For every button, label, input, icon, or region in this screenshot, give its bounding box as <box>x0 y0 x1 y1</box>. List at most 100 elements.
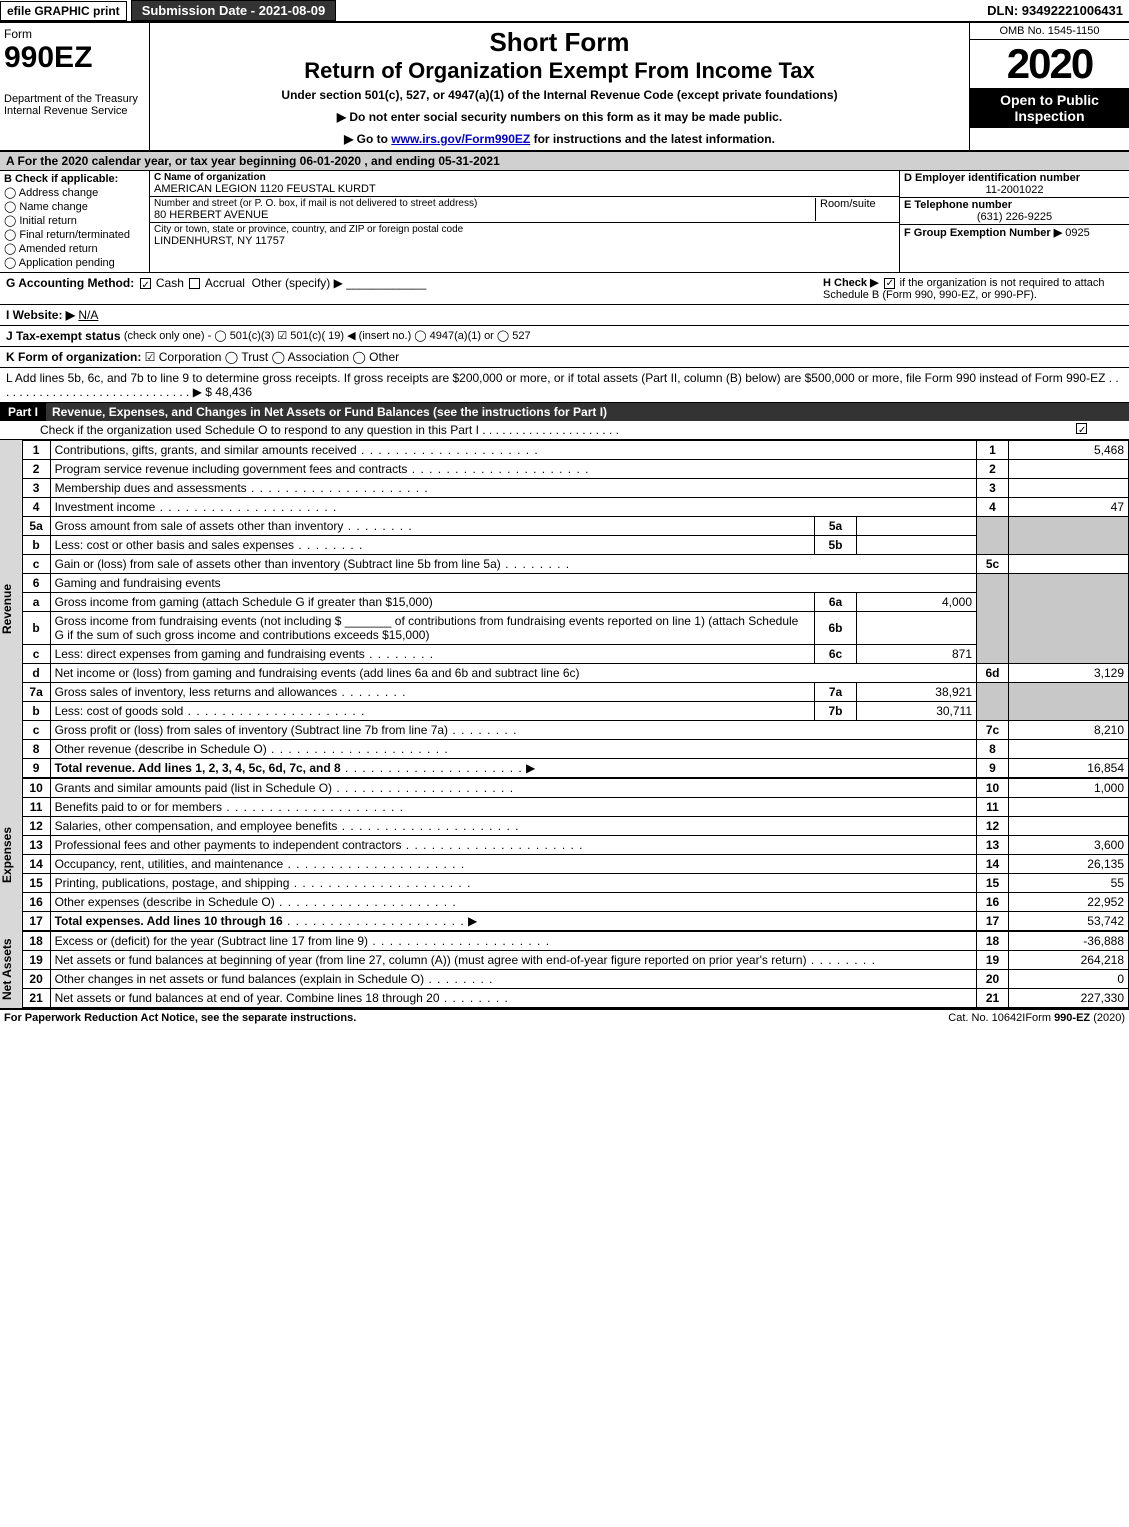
l19-val: 264,218 <box>1009 951 1129 970</box>
h-check: H Check ▶ if the organization is not req… <box>823 276 1123 301</box>
l7b-sub: 7b <box>815 702 857 721</box>
l1-val: 5,468 <box>1009 441 1129 460</box>
line-14: 14Occupancy, rent, utilities, and mainte… <box>22 855 1128 874</box>
cb-h[interactable] <box>884 278 895 289</box>
part1-label: Part I <box>0 403 46 421</box>
part1-check-row: Check if the organization used Schedule … <box>0 421 1129 440</box>
row-g-h: G Accounting Method: Cash Accrual Other … <box>0 273 1129 305</box>
netassets-table: 18Excess or (deficit) for the year (Subt… <box>22 931 1129 1008</box>
e-cell: E Telephone number (631) 226-9225 <box>900 198 1129 225</box>
l17-val: 53,742 <box>1009 912 1129 931</box>
l6a-subval: 4,000 <box>857 593 977 612</box>
c-name-row: C Name of organization AMERICAN LEGION 1… <box>150 171 899 197</box>
footer: For Paperwork Reduction Act Notice, see … <box>0 1008 1129 1026</box>
k-text: ☑ Corporation ◯ Trust ◯ Association ◯ Ot… <box>145 350 399 364</box>
cb-final-return[interactable]: ◯ Final return/terminated <box>4 228 145 241</box>
l5b-sub: 5b <box>815 536 857 555</box>
l14-desc: Occupancy, rent, utilities, and maintena… <box>55 857 284 871</box>
l9-ref: 9 <box>977 759 1009 778</box>
cb-accrual[interactable] <box>189 278 200 289</box>
l6a-desc: Gross income from gaming (attach Schedul… <box>50 593 814 612</box>
submission-date-button[interactable]: Submission Date - 2021-08-09 <box>131 0 337 21</box>
l4-desc: Investment income <box>55 500 156 514</box>
room-label: Room/suite <box>815 198 895 221</box>
l18-ref: 18 <box>977 932 1009 951</box>
l7b-num: b <box>22 702 50 721</box>
line-11: 11Benefits paid to or for members11 <box>22 798 1128 817</box>
part1-check-text: Check if the organization used Schedule … <box>40 423 1074 437</box>
line-19: 19Net assets or fund balances at beginni… <box>22 951 1128 970</box>
l8-val <box>1009 740 1129 759</box>
l6a-sub: 6a <box>815 593 857 612</box>
cb-cash[interactable] <box>140 278 151 289</box>
l16-val: 22,952 <box>1009 893 1129 912</box>
expenses-section: Expenses 10Grants and similar amounts pa… <box>0 778 1129 931</box>
line-6: 6Gaming and fundraising events <box>22 574 1128 593</box>
l12-ref: 12 <box>977 817 1009 836</box>
l5b-subval <box>857 536 977 555</box>
part1-header: Part I Revenue, Expenses, and Changes in… <box>0 403 1129 421</box>
l6d-num: d <box>22 664 50 683</box>
irs-link[interactable]: www.irs.gov/Form990EZ <box>391 132 530 146</box>
revenue-side-label: Revenue <box>0 440 22 778</box>
line-5a: 5aGross amount from sale of assets other… <box>22 517 1128 536</box>
l1-desc: Contributions, gifts, grants, and simila… <box>55 443 357 457</box>
l10-num: 10 <box>22 779 50 798</box>
b-title: B Check if applicable: <box>4 173 145 185</box>
goto-pre: ▶ Go to <box>344 132 391 146</box>
line-20: 20Other changes in net assets or fund ba… <box>22 970 1128 989</box>
l6b-subval <box>857 612 977 645</box>
d-label: D Employer identification number <box>904 172 1125 184</box>
efile-print-button[interactable]: efile GRAPHIC print <box>0 1 127 21</box>
l-text: L Add lines 5b, 6c, and 7b to line 9 to … <box>6 371 1119 399</box>
l6c-num: c <box>22 645 50 664</box>
l-val: 48,436 <box>215 385 252 399</box>
l9-num: 9 <box>22 759 50 778</box>
addr-label: Number and street (or P. O. box, if mail… <box>154 198 815 209</box>
l7c-val: 8,210 <box>1009 721 1129 740</box>
l9-desc: Total revenue. Add lines 1, 2, 3, 4, 5c,… <box>55 761 341 775</box>
footer-right: Form 990-EZ (2020) <box>1025 1012 1125 1024</box>
l11-num: 11 <box>22 798 50 817</box>
l5a-num: 5a <box>22 517 50 536</box>
l7b-subval: 30,711 <box>857 702 977 721</box>
l6b-desc1: Gross income from fundraising events (no… <box>55 614 342 628</box>
l4-val: 47 <box>1009 498 1129 517</box>
line-4: 4Investment income447 <box>22 498 1128 517</box>
l19-desc: Net assets or fund balances at beginning… <box>55 953 807 967</box>
line-8: 8Other revenue (describe in Schedule O)8 <box>22 740 1128 759</box>
l17-ref: 17 <box>977 912 1009 931</box>
l20-val: 0 <box>1009 970 1129 989</box>
cb-initial-return[interactable]: ◯ Initial return <box>4 214 145 227</box>
line-13: 13Professional fees and other payments t… <box>22 836 1128 855</box>
l3-val <box>1009 479 1129 498</box>
l6b-sub: 6b <box>815 612 857 645</box>
cb-part1-scho[interactable] <box>1076 423 1087 434</box>
block-b-right: D Employer identification number 11-2001… <box>899 171 1129 272</box>
h-label: H Check ▶ <box>823 277 879 289</box>
cb-address-change[interactable]: ◯ Address change <box>4 186 145 199</box>
l21-num: 21 <box>22 989 50 1008</box>
form-header: Form 990EZ Department of the Treasury In… <box>0 23 1129 152</box>
l13-ref: 13 <box>977 836 1009 855</box>
l7a-desc: Gross sales of inventory, less returns a… <box>55 685 338 699</box>
l2-val <box>1009 460 1129 479</box>
dept-treasury: Department of the Treasury <box>4 93 145 105</box>
line-1: 1Contributions, gifts, grants, and simil… <box>22 441 1128 460</box>
l5c-val <box>1009 555 1129 574</box>
cb-name-change[interactable]: ◯ Name change <box>4 200 145 213</box>
l8-desc: Other revenue (describe in Schedule O) <box>55 742 267 756</box>
omb-number: OMB No. 1545-1150 <box>970 23 1129 40</box>
l11-val <box>1009 798 1129 817</box>
cb-application-pending[interactable]: ◯ Application pending <box>4 256 145 269</box>
l9-val: 16,854 <box>1009 759 1129 778</box>
tax-year: 2020 <box>970 40 1129 88</box>
line-10: 10Grants and similar amounts paid (list … <box>22 779 1128 798</box>
l6-num: 6 <box>22 574 50 593</box>
e-label: E Telephone number <box>904 199 1125 211</box>
j-text: (check only one) - ◯ 501(c)(3) ☑ 501(c)(… <box>124 329 531 343</box>
j-label: J Tax-exempt status <box>6 329 121 343</box>
g-other-label: Other (specify) ▶ <box>252 276 343 290</box>
cb-amended-return[interactable]: ◯ Amended return <box>4 242 145 255</box>
section-a: A For the 2020 calendar year, or tax yea… <box>0 152 1129 171</box>
